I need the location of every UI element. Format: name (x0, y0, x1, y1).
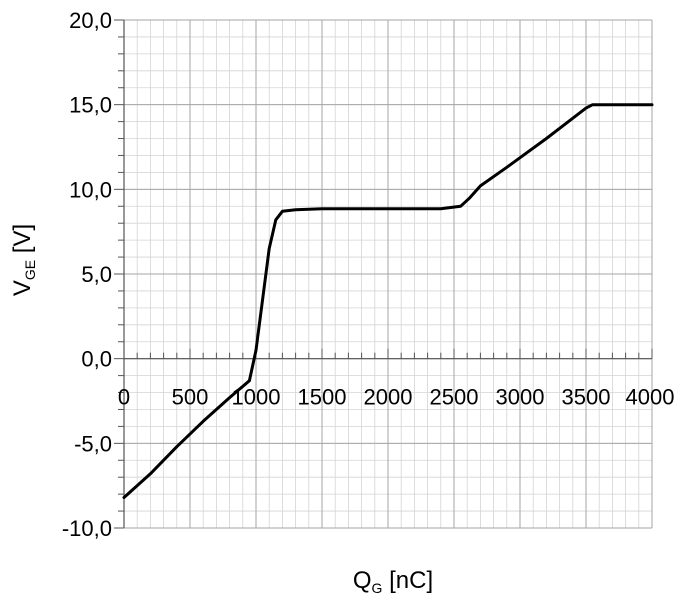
x-tick-label: 0 (118, 385, 130, 410)
x-tick-label: 2000 (364, 385, 413, 410)
y-tick-label: -5,0 (74, 431, 112, 456)
y-tick-label: 15,0 (69, 93, 112, 118)
y-tick-label: 0,0 (81, 347, 112, 372)
series-layer (122, 103, 654, 499)
y-tick-label: 5,0 (81, 262, 112, 287)
x-tick-label: 2500 (430, 385, 479, 410)
x-tick-label: 3000 (496, 385, 545, 410)
x-tick-label: 1500 (298, 385, 347, 410)
x-axis-label: QG [nC] (353, 567, 433, 596)
y-tick-label: -10,0 (62, 516, 112, 541)
tick-labels: -10,0 -5,0 0,0 5,0 10,0 15,0 20,0 0 500 1000 1500 2… (62, 8, 675, 541)
x-tick-label: 4000 (626, 385, 675, 410)
x-tick-label: 500 (172, 385, 209, 410)
y-tick-label: 10,0 (69, 177, 112, 202)
x-tick-label: 1000 (232, 385, 281, 410)
y-axis-label: VGE [V] (9, 224, 38, 296)
y-tick-label: 20,0 (69, 8, 112, 33)
series-line-0 (122, 103, 654, 499)
x-tick-label: 3500 (562, 385, 611, 410)
axes (114, 19, 653, 529)
